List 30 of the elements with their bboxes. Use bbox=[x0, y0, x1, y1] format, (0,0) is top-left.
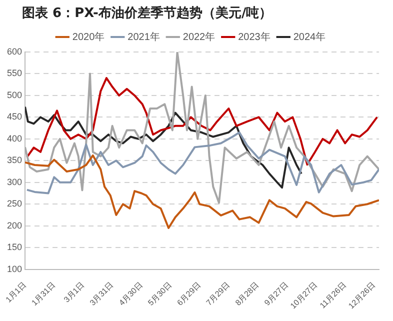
legend-label: 2023年 bbox=[238, 30, 270, 43]
x-tick-label: 3月31日 bbox=[88, 280, 116, 308]
x-tick-label: 7月29日 bbox=[204, 280, 232, 308]
x-tick-label: 10月27日 bbox=[288, 280, 319, 311]
x-tick-label: 6月29日 bbox=[175, 280, 203, 308]
x-tick-label: 1月1日 bbox=[4, 280, 28, 304]
x-tick-label: 8月28日 bbox=[234, 280, 261, 308]
x-tick-label: 3月1日 bbox=[62, 280, 86, 304]
y-tick-label: 350 bbox=[6, 155, 22, 166]
x-tick-label: 11月26日 bbox=[318, 280, 348, 310]
y-tick-label: 300 bbox=[6, 176, 22, 187]
y-tick-label: 550 bbox=[6, 68, 22, 78]
y-tick-label: 500 bbox=[6, 90, 22, 100]
x-tick-label: 4月30日 bbox=[117, 280, 144, 308]
y-tick-label: 450 bbox=[6, 112, 22, 122]
x-tick-label: 5月30日 bbox=[146, 280, 174, 308]
x-tick-label: 12月26日 bbox=[346, 280, 378, 311]
chart-title: 图表 6：PX-布油价差季节趋势（美元/吨） bbox=[21, 4, 274, 23]
legend-label: 2020年 bbox=[72, 30, 105, 43]
legend-label: 2021年 bbox=[128, 30, 160, 43]
y-tick-label: 400 bbox=[6, 133, 22, 144]
x-tick-label: 9月27日 bbox=[262, 280, 290, 308]
legend-label: 2024年 bbox=[293, 30, 326, 43]
y-tick-label: 150 bbox=[6, 242, 22, 252]
y-tick-label: 250 bbox=[6, 198, 22, 209]
y-tick-label: 600 bbox=[6, 46, 22, 56]
y-tick-label: 100 bbox=[6, 264, 22, 274]
legend-label: 2022年 bbox=[182, 30, 216, 43]
y-tick-label: 200 bbox=[6, 220, 22, 230]
x-tick-label: 1月31日 bbox=[30, 280, 58, 308]
